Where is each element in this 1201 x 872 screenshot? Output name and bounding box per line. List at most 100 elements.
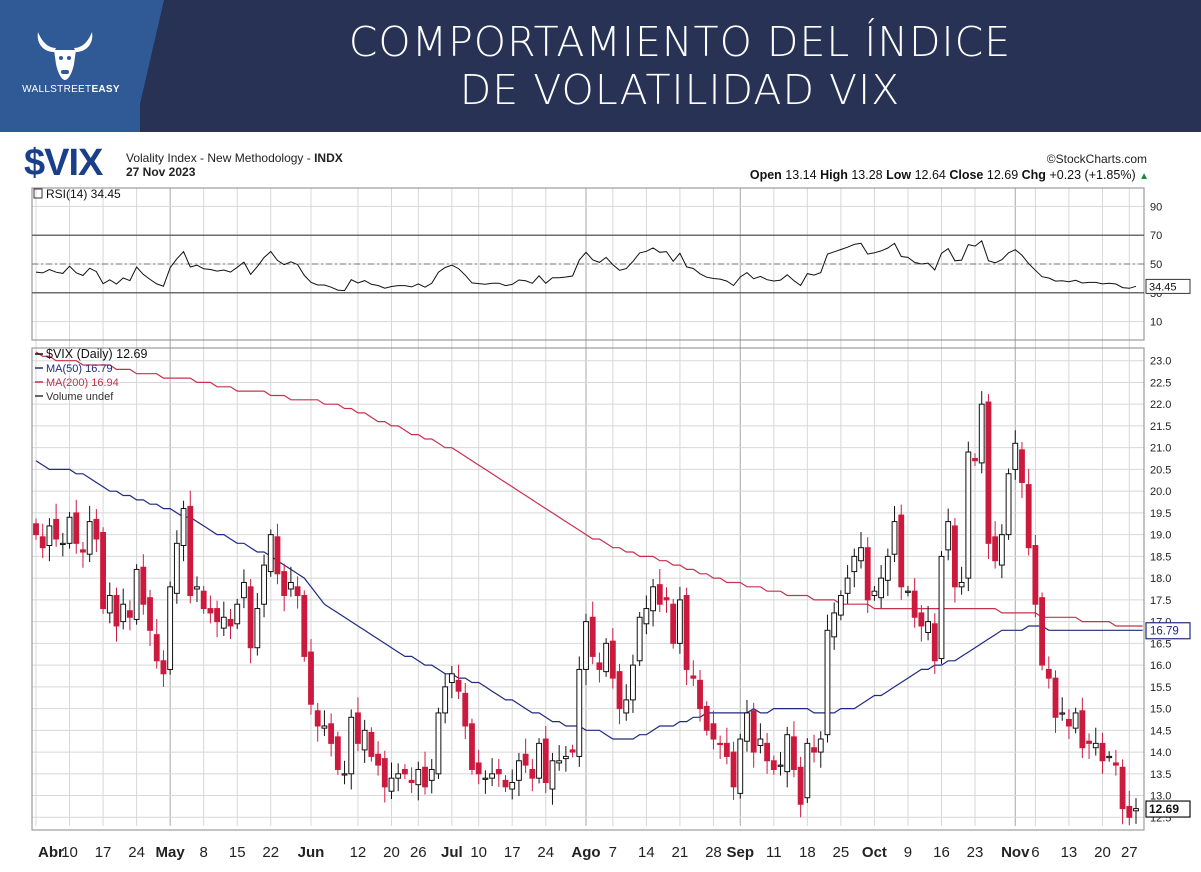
candle-body: [556, 760, 563, 764]
gridlines: [32, 188, 1144, 826]
ma200-legend-label: MA(200) 16.94: [46, 377, 119, 389]
price-tick-label: 18.5: [1150, 551, 1171, 563]
candle: [220, 601, 227, 636]
candle: [495, 759, 502, 787]
candle: [777, 752, 784, 776]
candles: [33, 391, 1139, 826]
candle-body: [1126, 805, 1133, 818]
candle: [469, 718, 475, 775]
x-tick-label: 20: [1094, 844, 1111, 861]
last-close-tag: [1145, 800, 1191, 818]
candle: [985, 394, 992, 559]
candle: [549, 752, 556, 805]
candle-body: [723, 742, 730, 757]
price-tick-label: 16.0: [1150, 660, 1171, 672]
candle: [375, 741, 381, 776]
candle-body: [1045, 668, 1052, 679]
candle-body: [160, 660, 167, 675]
candle: [516, 752, 522, 796]
candle: [623, 684, 630, 721]
candle: [274, 523, 281, 585]
candle-body: [670, 603, 677, 644]
candle-body: [978, 403, 985, 464]
candle-body: [864, 547, 871, 601]
candle: [1066, 709, 1072, 740]
candle: [1045, 656, 1052, 689]
x-tick-label: 26: [410, 844, 427, 861]
candle: [824, 614, 831, 743]
candle: [234, 599, 241, 630]
candle: [951, 518, 958, 603]
candle-body: [113, 595, 120, 627]
candle-body: [334, 736, 341, 770]
candle: [489, 758, 496, 786]
candle-body: [241, 581, 247, 599]
candle-body: [636, 616, 643, 662]
candle-body: [381, 758, 388, 788]
candle-body: [1012, 442, 1019, 470]
candle: [770, 755, 777, 775]
candle-body: [1025, 484, 1032, 549]
candle-body: [616, 671, 623, 710]
candle-body: [59, 542, 66, 546]
candle: [1005, 468, 1012, 540]
candle-body: [361, 729, 368, 751]
candle-body: [1052, 677, 1059, 718]
x-tick-label: 7: [609, 844, 617, 861]
candle-body: [348, 716, 355, 775]
candle-body: [140, 566, 147, 605]
candle: [227, 609, 234, 640]
x-tick-label: 9: [904, 844, 912, 861]
title-line-2: DE VOLATILIDAD VIX: [459, 66, 901, 114]
candle-body: [153, 634, 160, 662]
candle: [536, 738, 542, 784]
candle-body: [53, 518, 60, 540]
candle-body: [536, 742, 542, 779]
candle: [475, 749, 482, 785]
header-banner: WALLSTREETEASY COMPORTAMIENTO DEL ÍNDICE…: [0, 0, 1201, 132]
candle-body: [281, 571, 288, 597]
candle-body: [509, 782, 516, 790]
candle-body: [730, 751, 737, 788]
candle: [898, 504, 905, 600]
candle: [670, 599, 677, 649]
candle: [133, 564, 140, 625]
candle: [750, 702, 757, 768]
x-tick-label: 17: [95, 844, 112, 861]
candle: [891, 505, 898, 563]
rsi-tick-label: 90: [1150, 201, 1162, 213]
candle-body: [542, 738, 549, 784]
price-tick-label: 14.5: [1150, 725, 1171, 737]
rsi-value-tag: [1145, 278, 1191, 294]
candle-body: [314, 710, 321, 727]
candle: [1106, 751, 1113, 762]
candle-body: [750, 710, 757, 753]
candle: [254, 592, 261, 656]
candle-body: [455, 679, 462, 692]
candle: [884, 548, 891, 596]
candle-body: [100, 531, 106, 610]
candle: [328, 713, 335, 757]
candle: [744, 699, 750, 752]
candle-body: [415, 768, 422, 786]
candle-body: [770, 760, 777, 770]
candle: [214, 600, 221, 638]
bull-logo-icon: [37, 32, 93, 80]
price-tick-label: 21.5: [1150, 421, 1171, 433]
candle: [1126, 790, 1133, 826]
candle: [241, 569, 247, 609]
x-tick-label: 10: [61, 844, 78, 861]
candle: [1032, 535, 1039, 618]
candle: [173, 530, 180, 604]
price-tick-label: 14.0: [1150, 747, 1171, 759]
candle: [998, 524, 1005, 579]
rsi-legend-icon: [33, 188, 43, 199]
x-tick-label: 8: [200, 844, 208, 861]
candle: [388, 762, 395, 800]
candle: [86, 505, 93, 563]
candle-body: [737, 738, 744, 794]
candle: [643, 595, 650, 635]
candle: [958, 566, 965, 595]
candle-body: [1112, 762, 1119, 766]
candle: [609, 628, 616, 689]
